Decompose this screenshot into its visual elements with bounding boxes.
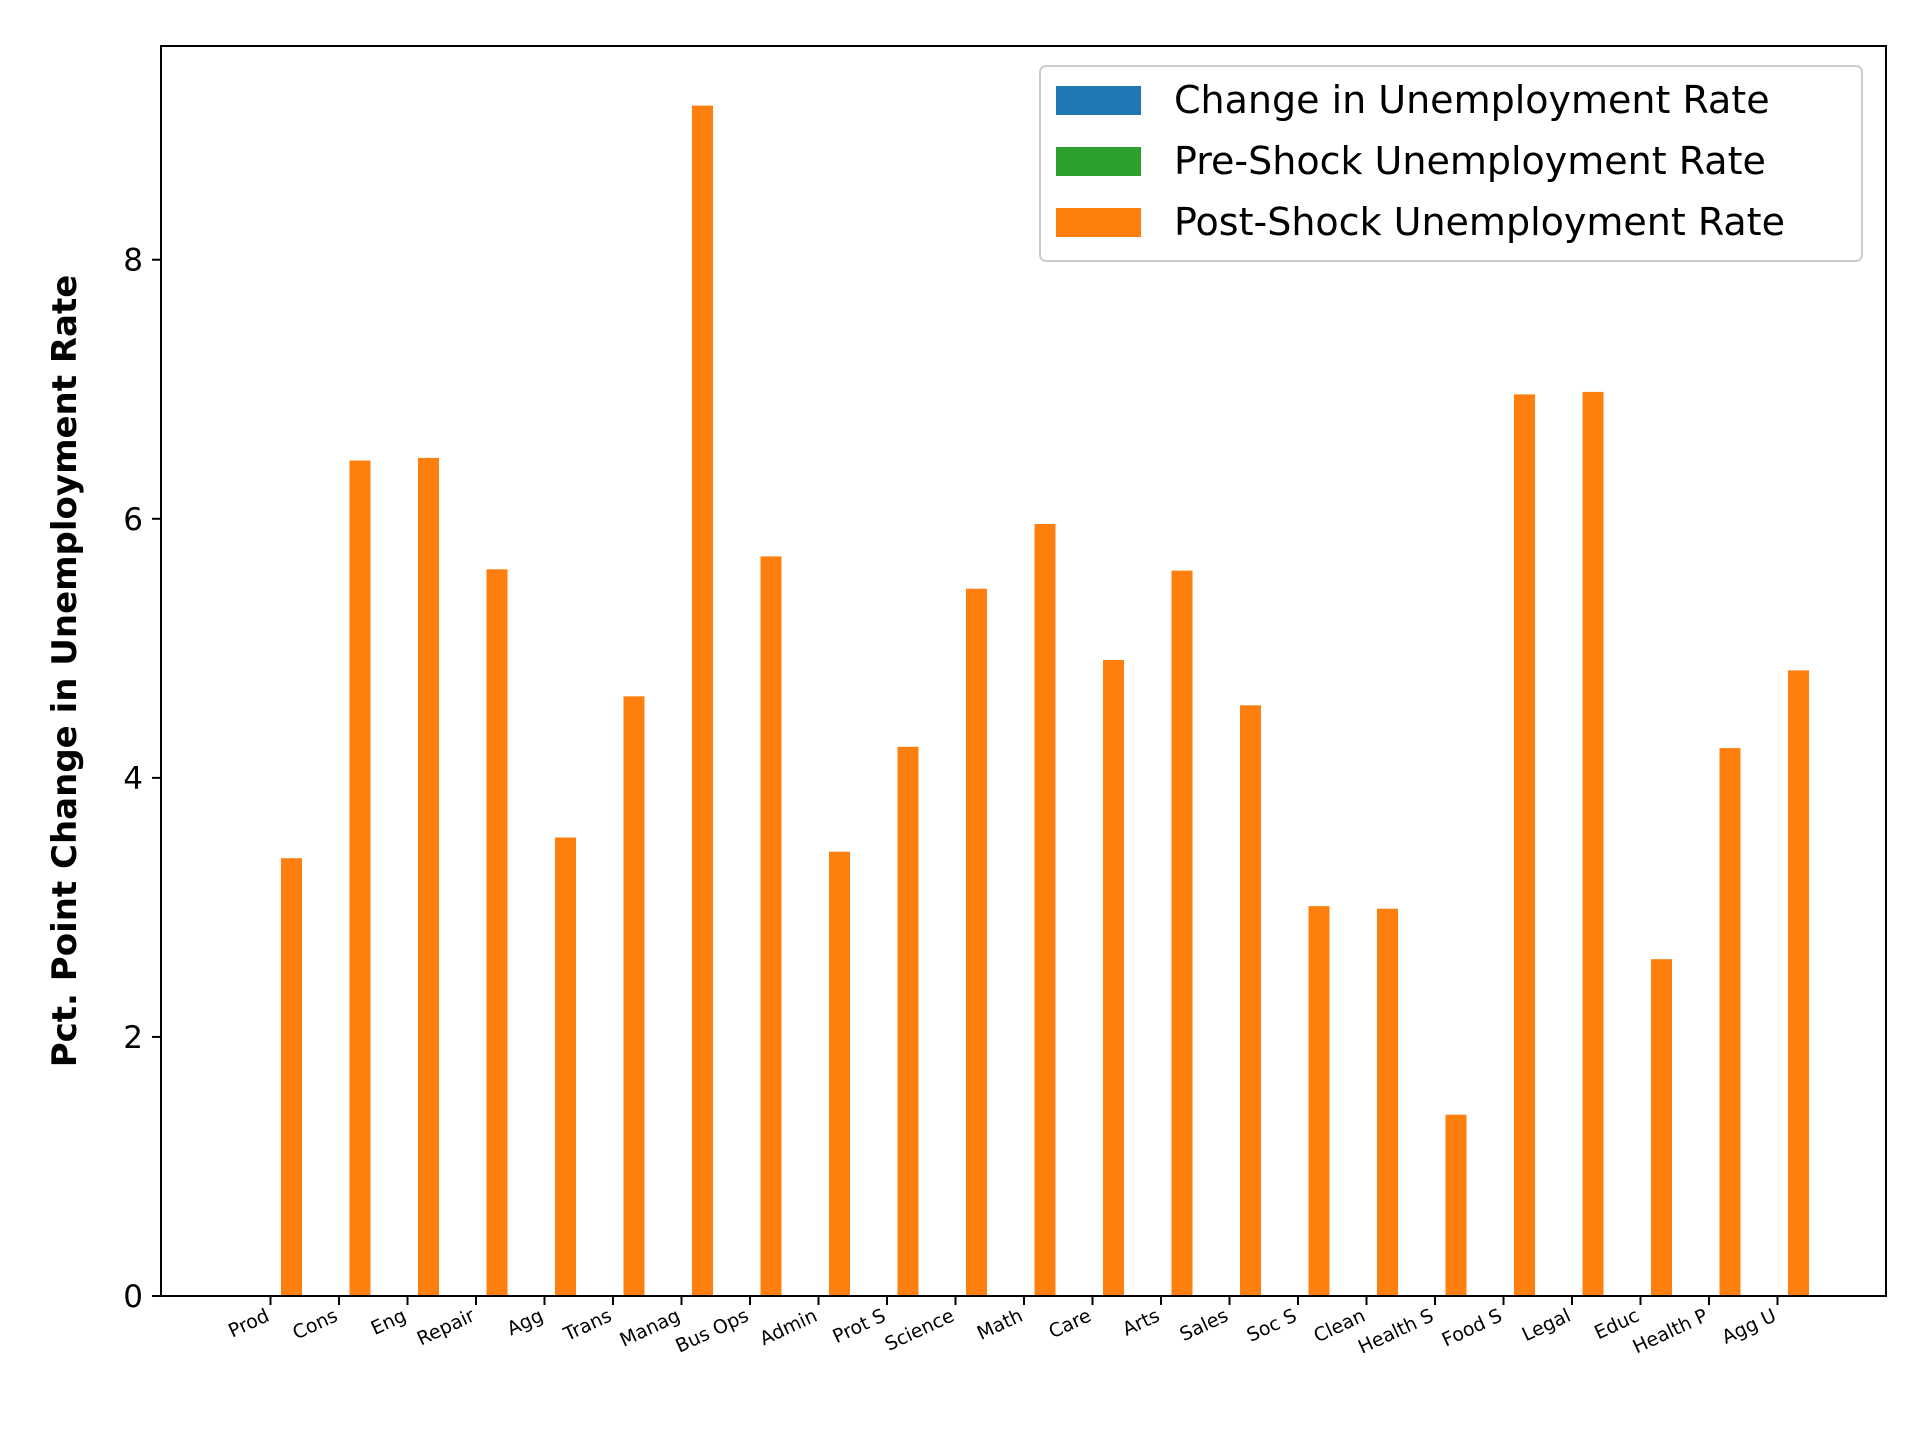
x-tick-label: Prod	[225, 1305, 273, 1343]
legend-swatch	[1056, 147, 1141, 176]
bar-manag-series-3	[692, 105, 713, 1297]
bar-care-series-3	[1103, 660, 1124, 1296]
legend-swatch	[1056, 208, 1141, 237]
y-tick-label: 4	[123, 761, 143, 797]
x-tick-label: Food S	[1439, 1305, 1506, 1352]
x-tick-label: Math	[974, 1305, 1026, 1345]
y-tick-label: 6	[123, 502, 143, 538]
x-tick-label: Eng	[368, 1305, 410, 1340]
y-axis-label: Pct. Point Change in Unemployment Rate	[45, 275, 85, 1068]
y-tick-label: 2	[123, 1020, 143, 1056]
x-tick-label: Arts	[1119, 1305, 1163, 1341]
x-tick-label: Science	[882, 1305, 958, 1356]
bars-layer	[281, 105, 1809, 1297]
x-tick-label: Prot S	[829, 1305, 889, 1348]
bar-prot-s-series-3	[897, 746, 919, 1296]
y-axis: 0 2 4 6 8	[123, 243, 161, 1315]
bar-agg-series-3	[555, 837, 576, 1296]
legend-label: Change in Unemployment Rate	[1174, 78, 1770, 122]
legend-label: Pre-Shock Unemployment Rate	[1174, 139, 1766, 183]
bar-health-s-series-3	[1445, 1114, 1467, 1296]
bar-bus-ops-series-3	[760, 556, 782, 1296]
legend-label: Post-Shock Unemployment Rate	[1174, 200, 1785, 244]
x-tick-label: Legal	[1519, 1305, 1574, 1346]
bar-agg-u-series-3	[1788, 670, 1809, 1296]
x-tick-label: Admin	[756, 1305, 820, 1351]
x-tick-label: Agg	[504, 1305, 547, 1341]
bar-repair-series-3	[486, 569, 508, 1296]
bar-prod-series-3	[281, 858, 302, 1296]
x-tick-label: Repair	[414, 1305, 479, 1351]
bar-sales-series-3	[1240, 705, 1261, 1296]
x-tick-label: Agg U	[1719, 1305, 1780, 1349]
x-tick-label: Manag	[616, 1305, 683, 1352]
x-tick-label: Health S	[1355, 1305, 1437, 1359]
bar-clean-series-3	[1377, 908, 1398, 1296]
bar-food-s-series-3	[1514, 394, 1535, 1296]
bar-math-series-3	[1034, 524, 1056, 1296]
legend: Change in Unemployment Rate Pre-Shock Une…	[1039, 65, 1863, 262]
x-tick-label: Care	[1045, 1305, 1094, 1344]
x-tick-label: Health P	[1629, 1305, 1711, 1359]
legend-box	[1039, 65, 1863, 262]
bar-cons-series-3	[349, 460, 371, 1296]
x-tick-label: Sales	[1176, 1305, 1231, 1346]
bar-science-series-3	[966, 588, 987, 1296]
y-tick-label: 8	[123, 243, 143, 279]
legend-swatch	[1056, 86, 1141, 115]
x-tick-label: Soc S	[1243, 1305, 1300, 1347]
x-tick-label: Cons	[289, 1305, 341, 1345]
bar-eng-series-3	[418, 457, 439, 1296]
x-tick-label: Bus Ops	[672, 1305, 752, 1358]
bar-legal-series-3	[1582, 391, 1604, 1296]
bar-trans-series-3	[623, 696, 645, 1296]
bar-health-p-series-3	[1719, 748, 1741, 1296]
bar-soc-s-series-3	[1308, 906, 1330, 1296]
bar-admin-series-3	[829, 851, 850, 1296]
x-tick-label: Trans	[559, 1305, 615, 1347]
y-tick-label: 0	[123, 1279, 143, 1315]
bar-educ-series-3	[1651, 959, 1672, 1296]
bar-arts-series-3	[1171, 570, 1193, 1296]
